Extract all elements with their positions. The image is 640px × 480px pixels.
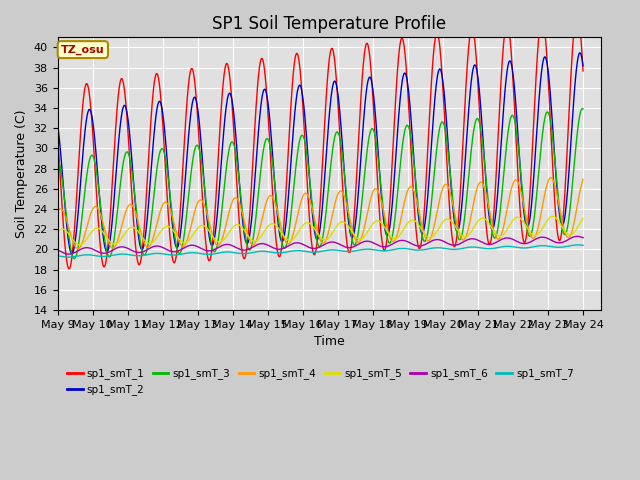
Legend: sp1_smT_1, sp1_smT_2, sp1_smT_3, sp1_smT_4, sp1_smT_5, sp1_smT_6, sp1_smT_7: sp1_smT_1, sp1_smT_2, sp1_smT_3, sp1_smT…: [63, 364, 578, 399]
sp1_smT_2: [353, 207, 361, 213]
Y-axis label: Soil Temperature (C): Soil Temperature (C): [15, 109, 28, 238]
sp1_smT_5: [116, 238, 124, 243]
sp1_smT_7: [54, 253, 61, 259]
Line: sp1_smT_5: sp1_smT_5: [58, 216, 583, 245]
Text: TZ_osu: TZ_osu: [61, 45, 105, 55]
sp1_smT_1: [65, 266, 73, 272]
sp1_smT_3: [579, 106, 586, 111]
sp1_smT_7: [574, 242, 582, 248]
sp1_smT_5: [277, 229, 285, 235]
sp1_smT_1: [277, 250, 285, 256]
sp1_smT_4: [277, 223, 285, 229]
sp1_smT_6: [277, 246, 285, 252]
sp1_smT_7: [65, 254, 72, 260]
sp1_smT_5: [353, 235, 361, 241]
Line: sp1_smT_7: sp1_smT_7: [58, 245, 583, 257]
sp1_smT_3: [288, 205, 296, 211]
sp1_smT_5: [298, 225, 305, 230]
sp1_smT_6: [65, 251, 72, 257]
sp1_smT_3: [70, 256, 78, 262]
sp1_smT_4: [579, 177, 587, 182]
sp1_smT_2: [277, 237, 285, 242]
sp1_smT_4: [298, 198, 305, 204]
sp1_smT_3: [54, 156, 61, 162]
Line: sp1_smT_4: sp1_smT_4: [58, 178, 583, 249]
sp1_smT_7: [116, 252, 124, 257]
sp1_smT_1: [116, 80, 124, 86]
sp1_smT_1: [353, 168, 361, 174]
sp1_smT_6: [95, 249, 102, 255]
sp1_smT_7: [298, 248, 305, 253]
sp1_smT_4: [288, 236, 296, 241]
sp1_smT_2: [95, 182, 102, 188]
Line: sp1_smT_2: sp1_smT_2: [58, 53, 583, 253]
Line: sp1_smT_3: sp1_smT_3: [58, 108, 583, 259]
sp1_smT_6: [573, 233, 581, 239]
sp1_smT_3: [579, 106, 587, 112]
sp1_smT_3: [353, 237, 361, 243]
sp1_smT_2: [54, 121, 61, 127]
Line: sp1_smT_1: sp1_smT_1: [58, 13, 583, 269]
sp1_smT_3: [277, 234, 285, 240]
sp1_smT_5: [579, 216, 587, 221]
Title: SP1 Soil Temperature Profile: SP1 Soil Temperature Profile: [212, 15, 446, 33]
sp1_smT_5: [76, 242, 83, 248]
sp1_smT_3: [95, 184, 102, 190]
sp1_smT_3: [116, 185, 124, 191]
sp1_smT_5: [288, 237, 296, 243]
sp1_smT_1: [288, 91, 296, 96]
sp1_smT_4: [353, 239, 361, 245]
sp1_smT_7: [95, 253, 102, 259]
sp1_smT_5: [548, 214, 556, 219]
sp1_smT_1: [95, 222, 102, 228]
sp1_smT_1: [573, 10, 581, 16]
sp1_smT_2: [576, 50, 584, 56]
sp1_smT_6: [288, 241, 296, 247]
sp1_smT_4: [116, 230, 124, 236]
sp1_smT_4: [74, 246, 82, 252]
sp1_smT_6: [579, 235, 587, 240]
sp1_smT_6: [116, 244, 124, 250]
sp1_smT_6: [54, 247, 61, 253]
Line: sp1_smT_6: sp1_smT_6: [58, 236, 583, 254]
sp1_smT_5: [95, 226, 102, 231]
sp1_smT_6: [298, 240, 305, 246]
sp1_smT_2: [68, 251, 76, 256]
X-axis label: Time: Time: [314, 335, 344, 348]
sp1_smT_2: [288, 149, 296, 155]
sp1_smT_1: [579, 68, 587, 74]
sp1_smT_1: [54, 132, 61, 138]
sp1_smT_7: [288, 248, 296, 254]
sp1_smT_2: [116, 125, 124, 131]
sp1_smT_5: [54, 229, 61, 235]
sp1_smT_4: [95, 207, 102, 213]
sp1_smT_2: [298, 85, 305, 91]
sp1_smT_3: [298, 133, 305, 139]
sp1_smT_2: [579, 63, 587, 69]
sp1_smT_7: [579, 242, 587, 248]
sp1_smT_6: [353, 242, 361, 248]
sp1_smT_1: [298, 79, 305, 85]
sp1_smT_7: [353, 248, 361, 253]
sp1_smT_7: [277, 250, 285, 256]
sp1_smT_4: [54, 209, 61, 215]
sp1_smT_4: [547, 175, 555, 180]
